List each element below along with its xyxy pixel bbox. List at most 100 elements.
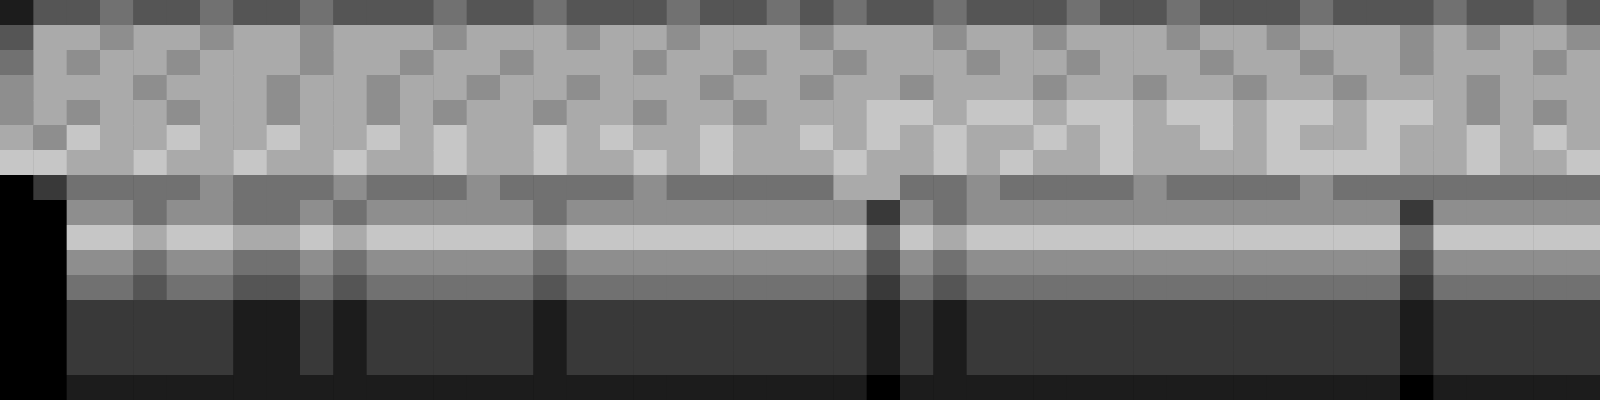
heatmap-cell	[967, 200, 1001, 226]
heatmap-cell	[100, 25, 134, 51]
heatmap-cell	[533, 50, 567, 76]
heatmap-cell	[1300, 100, 1334, 126]
heatmap-cell	[967, 275, 1001, 301]
heatmap-cell	[1467, 375, 1501, 400]
heatmap-cell	[33, 100, 67, 126]
heatmap-cell	[600, 150, 634, 176]
heatmap-cell	[300, 325, 334, 351]
heatmap-cell	[233, 200, 267, 226]
heatmap-cell	[800, 375, 834, 400]
heatmap-cell	[433, 175, 467, 201]
heatmap-cell	[733, 50, 767, 76]
heatmap-cell	[533, 175, 567, 201]
heatmap-cell	[1533, 125, 1567, 151]
heatmap-cell	[1067, 100, 1101, 126]
heatmap-cell	[1100, 325, 1134, 351]
heatmap-cell	[600, 200, 634, 226]
heatmap-cell	[767, 25, 801, 51]
heatmap-cell	[633, 250, 667, 276]
heatmap-cell	[667, 250, 701, 276]
heatmap-cell	[1167, 75, 1201, 101]
heatmap-cell	[267, 50, 301, 76]
heatmap-cell	[1367, 325, 1401, 351]
heatmap-cell	[200, 325, 234, 351]
heatmap-cell	[1067, 275, 1101, 301]
heatmap-cell	[733, 325, 767, 351]
heatmap-cell	[733, 75, 767, 101]
heatmap-cell	[467, 275, 501, 301]
heatmap-cell	[933, 225, 967, 251]
heatmap-cell	[67, 150, 101, 176]
heatmap-cell	[900, 75, 934, 101]
heatmap-cell	[400, 150, 434, 176]
heatmap-cell	[1300, 300, 1334, 326]
heatmap-cell	[800, 275, 834, 301]
heatmap-cell	[1133, 50, 1167, 76]
heatmap-cell	[333, 350, 367, 376]
heatmap-cell	[300, 200, 334, 226]
heatmap-cell	[467, 200, 501, 226]
heatmap-cell	[400, 275, 434, 301]
heatmap-cell	[1233, 150, 1267, 176]
heatmap-cell	[333, 250, 367, 276]
heatmap-cell	[567, 325, 601, 351]
heatmap-cell	[1367, 150, 1401, 176]
heatmap-cell	[967, 125, 1001, 151]
heatmap-cell	[667, 25, 701, 51]
heatmap-cell	[1167, 275, 1201, 301]
heatmap-cell	[1000, 200, 1034, 226]
heatmap-cell	[100, 350, 134, 376]
heatmap-cell	[33, 200, 67, 226]
heatmap-cell	[633, 75, 667, 101]
heatmap-cell	[1233, 375, 1267, 400]
heatmap-cell	[33, 350, 67, 376]
heatmap-cell	[867, 225, 901, 251]
heatmap-cell	[1267, 275, 1301, 301]
heatmap-cell	[400, 325, 434, 351]
heatmap-cell	[100, 225, 134, 251]
heatmap-cell	[933, 125, 967, 151]
heatmap-cell	[500, 100, 534, 126]
heatmap-cell	[467, 175, 501, 201]
heatmap-cell	[1367, 375, 1401, 400]
heatmap-cell	[1467, 175, 1501, 201]
heatmap-cell	[733, 100, 767, 126]
heatmap-cell	[1067, 200, 1101, 226]
heatmap-cell	[1400, 75, 1434, 101]
heatmap-cell	[200, 0, 234, 26]
heatmap-cell	[833, 225, 867, 251]
heatmap-cell	[467, 125, 501, 151]
heatmap-cell	[267, 100, 301, 126]
heatmap-cell	[200, 275, 234, 301]
heatmap-cell	[1167, 175, 1201, 201]
heatmap-cell	[800, 350, 834, 376]
heatmap-cell	[1000, 150, 1034, 176]
heatmap-cell	[1567, 225, 1600, 251]
heatmap-cell	[300, 225, 334, 251]
heatmap-cell	[267, 200, 301, 226]
heatmap-cell	[1167, 200, 1201, 226]
heatmap-cell	[1233, 325, 1267, 351]
heatmap-cell	[833, 50, 867, 76]
heatmap-cell	[533, 150, 567, 176]
heatmap-cell	[800, 100, 834, 126]
heatmap-cell	[867, 350, 901, 376]
heatmap-cell	[400, 75, 434, 101]
heatmap-cell	[600, 350, 634, 376]
heatmap-cell	[367, 325, 401, 351]
heatmap-cell	[400, 50, 434, 76]
heatmap-cell	[1300, 350, 1334, 376]
heatmap-cell	[167, 125, 201, 151]
heatmap-cell	[433, 300, 467, 326]
heatmap-cell	[1400, 325, 1434, 351]
heatmap-cell	[1000, 100, 1034, 126]
heatmap-cell	[767, 0, 801, 26]
heatmap-cell	[1500, 25, 1534, 51]
heatmap-cell	[333, 325, 367, 351]
heatmap-cell	[833, 0, 867, 26]
heatmap-cell	[1567, 0, 1600, 26]
heatmap-cell	[0, 100, 34, 126]
heatmap-cell	[1233, 200, 1267, 226]
heatmap-cell	[667, 50, 701, 76]
heatmap-cell	[1500, 200, 1534, 226]
